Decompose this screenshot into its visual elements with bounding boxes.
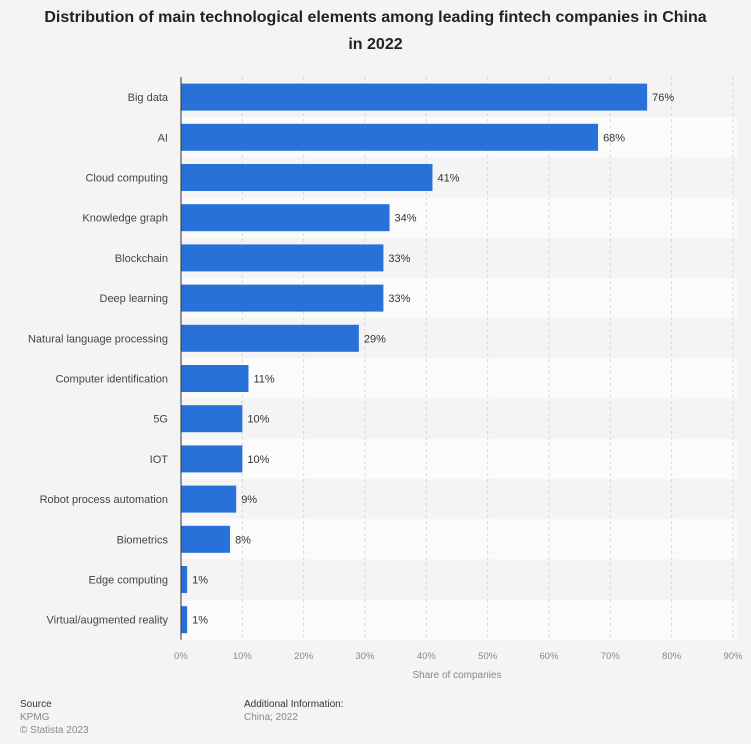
bar <box>181 525 231 553</box>
data-label: 1% <box>192 615 208 627</box>
bar <box>181 445 243 473</box>
additional-info-value: China; 2022 <box>244 712 298 723</box>
x-tick-label: 0% <box>174 651 188 662</box>
y-category-label: Big data <box>128 92 169 104</box>
y-category-label: Robot process automation <box>40 494 168 506</box>
bar <box>181 485 237 513</box>
chart-title: Distribution of main technological eleme… <box>44 9 707 53</box>
source-label: Source <box>20 699 52 710</box>
copyright: © Statista 2023 <box>20 725 89 736</box>
y-category-label: AI <box>158 132 168 144</box>
x-tick-label: 20% <box>294 651 314 662</box>
source-block: Source KPMG © Statista 2023 <box>20 698 89 737</box>
y-category-label: Blockchain <box>115 253 168 265</box>
row-band <box>181 519 737 560</box>
y-category-label: Virtual/augmented reality <box>47 615 169 627</box>
data-label: 68% <box>603 132 625 144</box>
y-category-label: Knowledge graph <box>82 213 168 225</box>
x-axis-label: Share of companies <box>413 670 502 681</box>
data-label: 29% <box>364 333 386 345</box>
source-value: KPMG <box>20 712 50 723</box>
data-label: 11% <box>253 374 274 386</box>
row-band <box>181 599 737 640</box>
bar <box>181 365 249 392</box>
y-category-label: 5G <box>153 414 168 426</box>
y-category-label: IOT <box>150 454 169 466</box>
y-category-label: Computer identification <box>55 374 168 386</box>
x-tick-label: 40% <box>417 651 437 662</box>
data-label: 33% <box>388 253 410 265</box>
x-tick-label: 10% <box>233 651 253 662</box>
additional-info-block: Additional Information: China; 2022 <box>244 698 344 724</box>
bar <box>181 324 359 352</box>
data-label: 41% <box>437 173 459 185</box>
x-tick-label: 50% <box>478 651 498 662</box>
bar <box>181 123 599 151</box>
data-label: 8% <box>235 534 251 546</box>
bar <box>181 83 648 111</box>
x-tick-label: 80% <box>662 651 682 662</box>
data-label: 1% <box>192 575 208 587</box>
data-label: 33% <box>388 293 410 305</box>
y-category-label: Natural language processing <box>28 333 168 345</box>
bar <box>181 566 188 593</box>
bar <box>181 284 384 312</box>
bar <box>181 606 188 634</box>
row-band <box>181 438 737 479</box>
y-category-label: Deep learning <box>100 293 169 305</box>
y-category-label: Biometrics <box>117 534 169 546</box>
data-label: 10% <box>247 414 269 426</box>
bar <box>181 405 243 433</box>
additional-info-label: Additional Information: <box>244 699 344 710</box>
x-tick-label: 70% <box>601 651 621 662</box>
x-tick-label: 60% <box>539 651 559 662</box>
y-category-label: Cloud computing <box>85 173 168 185</box>
row-band <box>181 358 737 399</box>
x-tick-label: 90% <box>723 651 743 662</box>
data-label: 10% <box>247 454 269 466</box>
bar <box>181 164 433 191</box>
data-label: 34% <box>395 213 417 225</box>
bar <box>181 204 390 232</box>
data-label: 9% <box>241 494 257 506</box>
bar <box>181 244 384 272</box>
y-category-label: Edge computing <box>89 575 169 587</box>
x-tick-label: 30% <box>355 651 375 662</box>
data-label: 76% <box>652 92 674 104</box>
